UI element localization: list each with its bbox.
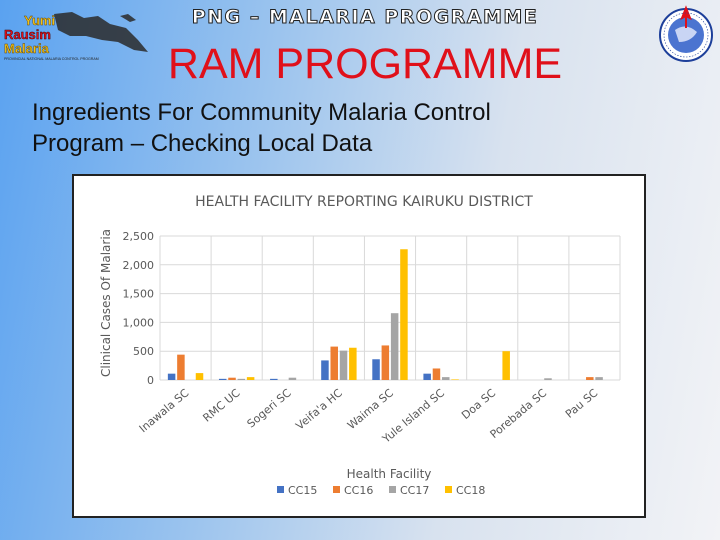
bar-cc16-3 — [330, 346, 338, 380]
bar-cc18-1 — [246, 377, 255, 380]
y-axis-label: Clinical Cases Of Malaria — [99, 229, 113, 377]
x-tick-label: Pau SC — [563, 386, 601, 421]
x-tick-label: Doa SC — [459, 386, 498, 422]
bar-cc17-8 — [595, 377, 603, 380]
bar-cc18-6 — [502, 351, 510, 380]
x-axis-label: Health Facility — [347, 467, 432, 481]
logo-tagline: PROVINCIAL NATIONAL MALARIA CONTROL PROG… — [4, 57, 99, 61]
subtitle-line-2: Program – Checking Local Data — [32, 130, 373, 157]
bar-cc15-5 — [423, 373, 431, 380]
legend-swatch-cc16 — [333, 486, 340, 493]
y-tick-label: 1,000 — [123, 316, 155, 329]
bar-cc15-4 — [372, 359, 380, 380]
logo-text-yumi: Yumi — [24, 13, 55, 28]
x-tick-label: Veifa'a HC — [293, 386, 345, 432]
bar-cc17-1 — [237, 378, 246, 380]
x-tick-label: Waima SC — [345, 386, 396, 432]
x-tick-label: Inawala SC — [137, 386, 192, 435]
y-tick-label: 2,500 — [123, 230, 155, 243]
legend-label-cc17: CC17 — [400, 484, 429, 497]
subtitle-line-1: Ingredients For Community Malaria Contro… — [32, 99, 491, 126]
bar-cc18-0 — [195, 373, 204, 380]
x-tick-label: RMC UC — [200, 386, 242, 424]
malaria-emblem-logo — [659, 5, 713, 62]
page-title: RAM PROGRAMME — [167, 40, 563, 88]
bar-cc16-5 — [432, 368, 441, 380]
bar-cc15-3 — [321, 360, 329, 380]
bar-cc15-2 — [270, 378, 278, 380]
y-tick-label: 2,000 — [123, 259, 155, 272]
chart-title: HEALTH FACILITY REPORTING KAIRUKU DISTRI… — [195, 194, 533, 210]
logo-text-rausim: Rausim — [4, 27, 51, 42]
bar-cc16-8 — [586, 377, 594, 380]
bar-chart: HEALTH FACILITY REPORTING KAIRUKU DISTRI… — [99, 194, 621, 497]
bar-cc17-5 — [442, 377, 450, 380]
bar-cc16-0 — [177, 354, 185, 380]
bar-cc17-3 — [339, 350, 348, 380]
bar-cc18-5 — [451, 379, 459, 380]
bar-cc18-3 — [349, 347, 357, 380]
bar-cc16-4 — [381, 345, 390, 380]
chart-frame: HEALTH FACILITY REPORTING KAIRUKU DISTRI… — [72, 174, 646, 518]
y-tick-label: 1,500 — [123, 288, 155, 301]
legend-label-cc18: CC18 — [456, 484, 485, 497]
legend-swatch-cc15 — [277, 486, 284, 493]
x-tick-label: Sogeri SC — [245, 386, 294, 430]
legend-label-cc16: CC16 — [344, 484, 373, 497]
page-subtitle: Ingredients For Community Malaria Contro… — [32, 97, 592, 159]
programme-heading: PNG – MALARIA PROGRAMME — [191, 6, 539, 29]
legend-swatch-cc18 — [445, 486, 452, 493]
png-island-icon — [120, 14, 136, 22]
bar-cc16-1 — [228, 377, 236, 380]
legend-label-cc15: CC15 — [288, 484, 317, 497]
bar-cc17-7 — [544, 378, 552, 380]
y-tick-label: 500 — [133, 345, 154, 358]
x-tick-label: Porebada SC — [488, 386, 550, 441]
y-tick-label: 0 — [147, 374, 154, 387]
yumi-rausim-malaria-logo: Yumi Rausim Malaria PROVINCIAL NATIONAL … — [4, 12, 148, 61]
legend-swatch-cc17 — [389, 486, 396, 493]
bar-cc17-4 — [390, 313, 399, 380]
bar-cc15-1 — [218, 378, 227, 380]
bar-cc17-2 — [288, 377, 297, 380]
bar-cc15-0 — [167, 373, 176, 380]
logo-text-malaria: Malaria — [4, 41, 50, 56]
bar-cc18-4 — [400, 249, 408, 380]
png-map-icon — [54, 12, 148, 52]
